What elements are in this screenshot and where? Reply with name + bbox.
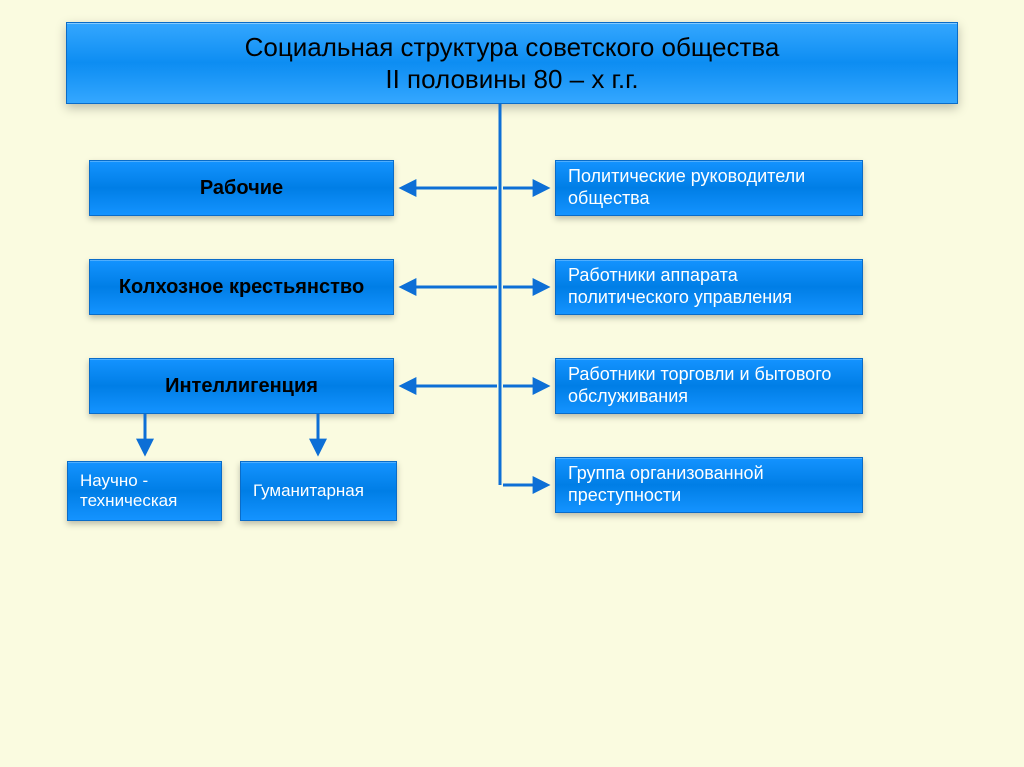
title-line2: II половины 80 – х г.г.: [385, 63, 638, 96]
child-box-humanitarian: Гуманитарная: [240, 461, 397, 521]
right-box-apparatus: Работники аппарата политического управле…: [555, 259, 863, 315]
right-label: Группа организованной преступности: [568, 463, 850, 506]
right-box-political-leaders: Политические руководители общества: [555, 160, 863, 216]
right-box-crime: Группа организованной преступности: [555, 457, 863, 513]
title-line1: Социальная структура советского общества: [245, 31, 780, 64]
right-label: Работники аппарата политического управле…: [568, 265, 850, 308]
left-box-workers: Рабочие: [89, 160, 394, 216]
right-box-trade: Работники торговли и бытового обслуживан…: [555, 358, 863, 414]
right-label: Работники торговли и бытового обслуживан…: [568, 364, 850, 407]
diagram-title: Социальная структура советского общества…: [66, 22, 958, 104]
left-box-intelligentsia: Интеллигенция: [89, 358, 394, 414]
child-label: Гуманитарная: [253, 481, 364, 501]
child-box-scitech: Научно - техническая: [67, 461, 222, 521]
left-label: Колхозное крестьянство: [119, 276, 364, 299]
child-label: Научно - техническая: [80, 471, 209, 512]
left-label: Интеллигенция: [165, 375, 318, 398]
right-label: Политические руководители общества: [568, 166, 850, 209]
left-box-kolkhoz: Колхозное крестьянство: [89, 259, 394, 315]
left-label: Рабочие: [200, 177, 283, 200]
